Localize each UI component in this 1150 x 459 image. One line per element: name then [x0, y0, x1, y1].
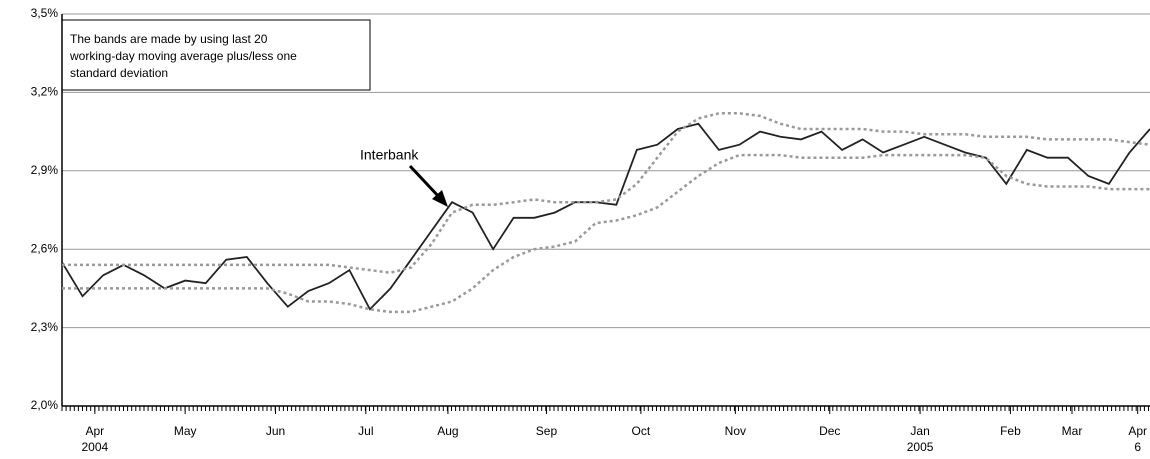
x-tick-label: Jun — [266, 424, 285, 438]
x-tick-label: Feb — [1000, 424, 1021, 438]
y-tick-label: 3,2% — [31, 85, 59, 99]
y-tick-label: 2,3% — [31, 320, 59, 334]
note-line: standard deviation — [70, 66, 168, 80]
annotation-arrow — [408, 164, 442, 200]
x-tick-label: Jan — [910, 424, 929, 438]
series-line — [61, 122, 1150, 311]
x-tick-label: Sep — [536, 424, 558, 438]
x-tick-label: Dec — [819, 424, 840, 438]
note-line: The bands are made by using last 20 — [70, 32, 268, 46]
minor-ticks — [61, 406, 1149, 411]
y-tick-label: 2,0% — [31, 398, 59, 412]
x-tick-label: Mar — [1062, 424, 1083, 438]
note-box — [61, 19, 371, 91]
band-line — [62, 153, 1150, 314]
x-tick-label: Apr — [86, 424, 105, 438]
y-tick-label: 2,9% — [31, 163, 59, 177]
note-line: working-day moving average plus/less one — [69, 49, 297, 63]
x-tick-label: Jul — [358, 424, 373, 438]
x-tick-label: May — [174, 424, 197, 438]
arrow-head — [432, 190, 448, 207]
annotation: Interbank — [360, 147, 419, 163]
year-label: 2005 — [907, 440, 934, 454]
year-label: 6 — [1134, 440, 1141, 454]
note: The bands are made by using last 20 worki… — [69, 32, 297, 80]
x-tick-label: Nov — [725, 424, 746, 438]
band-line — [62, 112, 1150, 274]
x-tick-label: Oct — [632, 424, 651, 438]
y-tick-label: 2,6% — [31, 241, 59, 255]
x-tick-label: Aug — [437, 424, 458, 438]
x-tick-label: Apr — [1128, 424, 1147, 438]
y-tick-label: 3,5% — [31, 6, 59, 20]
year-label: 2004 — [81, 440, 108, 454]
